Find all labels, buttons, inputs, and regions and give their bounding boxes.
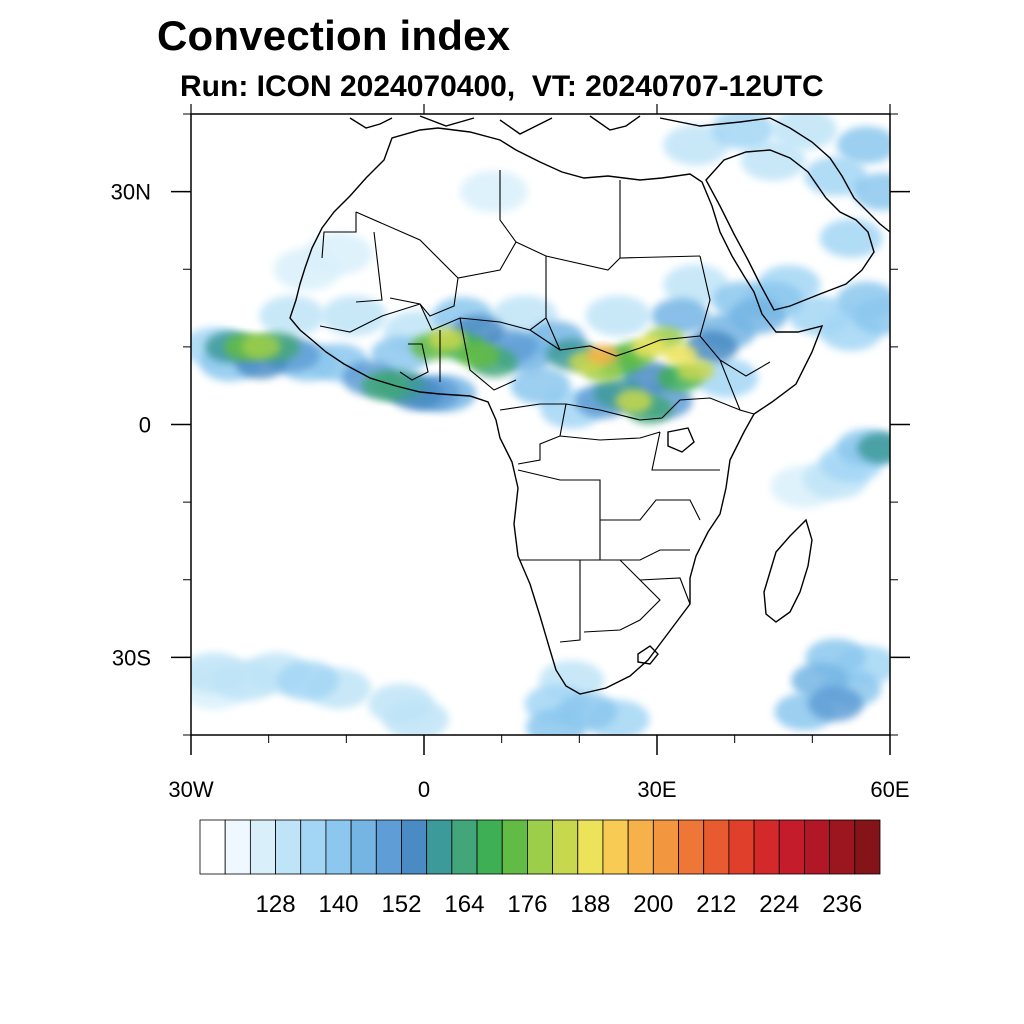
field-cell [586,344,619,365]
field-cell [510,366,571,405]
axis-tick-labels: 30W 0 30E 60E 30N 0 30S [111,180,910,802]
field-cell [321,295,387,337]
field-cell [804,156,867,196]
field-cell [663,124,729,166]
y-tick-label: 30S [112,645,151,670]
field-cell [615,389,653,413]
colorbar-swatch [375,819,402,875]
field-cell [459,170,528,213]
plot-area [191,114,890,735]
field-cell [428,327,466,351]
colorbar-swatch [703,819,730,875]
arabia-coastline [705,149,875,311]
colorbar-label: 176 [507,891,547,918]
x-tick-label: 60E [870,777,909,802]
field-cell [836,126,890,164]
field-cell [651,297,710,334]
colorbar-swatch [728,819,755,875]
x-tick-label: 0 [418,777,430,802]
colorbar-swatch [804,819,831,875]
colorbar-label: 188 [570,891,610,918]
colorbar-swatch [602,819,629,875]
y-tick-label: 30N [111,180,151,205]
field-cell [808,686,864,722]
colorbar-swatch [753,819,780,875]
y-tick-label: 0 [139,413,151,438]
colorbar-swatch [275,819,302,875]
field-cell [663,343,698,366]
country-borders [319,170,771,643]
colorbar-swatch [778,819,805,875]
axis-ticks [171,104,910,755]
madagascar-coastline [763,518,813,623]
colorbar-swatch [501,819,528,875]
europe-coastline [349,115,771,135]
field-cell [525,708,587,735]
colorbar-swatch [476,819,503,875]
colorbar-swatch [300,819,327,875]
border-south [517,469,701,643]
field-cell [852,297,890,335]
field-cell [241,334,281,360]
colorbar-swatch [325,819,352,875]
field-cell [852,172,890,211]
colorbar-label: 128 [256,891,296,918]
colorbar-swatch [199,819,226,875]
colorbar-label: 152 [381,891,421,918]
colorbar-label: 236 [822,891,862,918]
colorbar-swatch [350,819,377,875]
lesotho-outline [637,645,659,665]
x-tick-label: 30E [637,777,676,802]
field-cell [273,248,342,291]
field-cell [259,295,325,337]
colorbar-label: 224 [759,891,799,918]
field-cell [663,264,729,306]
field-cell [457,341,500,368]
colorbar-swatch [224,819,251,875]
map-title: Convection index [157,12,511,59]
colorbar-swatch [854,819,881,875]
border-sahel [319,255,711,391]
colorbar-swatch [401,819,428,875]
colorbar-swatch [426,819,453,875]
field-cell [361,370,409,401]
border-central [499,335,771,471]
colorbar [199,819,881,875]
colorbar-label: 212 [696,891,736,918]
field-cell [771,114,838,150]
colorbar-swatch [527,819,553,875]
field-cell [383,699,449,735]
map-subtitle: Run: ICON 2024070400, VT: 20240707-12UTC [180,70,824,103]
border-north [321,170,701,317]
gulf-coastline [769,117,890,233]
colorbar-label: 140 [318,891,358,918]
colorbar-swatch [249,819,276,875]
colorbar-labels: 128 140 152 164 176 188 200 212 224 236 [256,891,863,918]
colorbar-label: 164 [444,891,484,918]
colorbar-swatch [627,819,654,875]
field-cell [276,661,339,701]
colorbar-swatch [552,819,579,875]
colorbar-swatch [577,819,604,875]
field-cell [585,295,651,337]
field-cell [631,336,667,358]
colorbar-label: 200 [633,891,673,918]
field-cell [685,330,738,364]
colorbar-swatch [829,819,856,875]
field-cell [711,114,774,150]
lake-victoria [667,427,695,453]
colorbar-swatch [451,819,478,875]
field-cell [819,218,883,258]
colorbar-swatch [678,819,705,875]
x-tick-label: 30W [168,777,213,802]
colorbar-swatch [652,819,679,875]
field-cell [857,432,890,464]
